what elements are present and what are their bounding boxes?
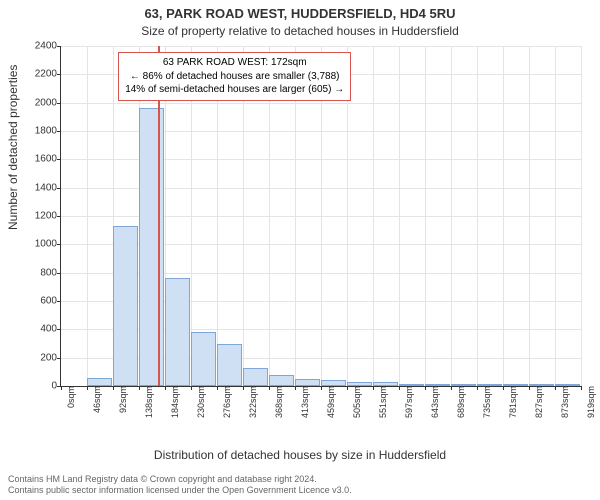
xtick-label: 459sqm bbox=[324, 386, 336, 418]
xtick-label: 643sqm bbox=[428, 386, 440, 418]
xtick-mark bbox=[217, 386, 218, 390]
ytick-label: 2200 bbox=[35, 69, 61, 80]
xtick-mark bbox=[373, 386, 374, 390]
histogram-bar bbox=[269, 375, 294, 386]
xtick-mark bbox=[243, 386, 244, 390]
xtick-label: 827sqm bbox=[532, 386, 544, 418]
xtick-mark bbox=[165, 386, 166, 390]
xtick-mark bbox=[451, 386, 452, 390]
histogram-bar bbox=[113, 226, 138, 386]
title-subtitle: Size of property relative to detached ho… bbox=[0, 24, 600, 38]
xtick-mark bbox=[191, 386, 192, 390]
xtick-mark bbox=[529, 386, 530, 390]
xtick-mark bbox=[269, 386, 270, 390]
histogram-bar bbox=[503, 384, 528, 386]
xtick-label: 781sqm bbox=[506, 386, 518, 418]
xtick-mark bbox=[477, 386, 478, 390]
gridline-vertical bbox=[87, 46, 88, 386]
xtick-mark bbox=[61, 386, 62, 390]
histogram-bar bbox=[529, 384, 554, 386]
histogram-bar bbox=[321, 380, 346, 386]
xtick-mark bbox=[503, 386, 504, 390]
histogram-bar bbox=[191, 332, 216, 386]
histogram-bar bbox=[243, 368, 268, 386]
footer-attribution: Contains HM Land Registry data © Crown c… bbox=[8, 474, 352, 497]
xtick-label: 873sqm bbox=[558, 386, 570, 418]
annotation-line: 63 PARK ROAD WEST: 172sqm bbox=[125, 56, 344, 70]
y-axis-label: Number of detached properties bbox=[6, 65, 20, 230]
chart-container: 63, PARK ROAD WEST, HUDDERSFIELD, HD4 5R… bbox=[0, 0, 600, 500]
gridline-vertical bbox=[529, 46, 530, 386]
ytick-label: 0 bbox=[51, 381, 61, 392]
xtick-label: 689sqm bbox=[454, 386, 466, 418]
x-axis-label: Distribution of detached houses by size … bbox=[0, 448, 600, 462]
xtick-mark bbox=[113, 386, 114, 390]
annotation-box: 63 PARK ROAD WEST: 172sqm← 86% of detach… bbox=[118, 52, 351, 101]
ytick-label: 800 bbox=[40, 267, 61, 278]
histogram-bar bbox=[555, 384, 580, 386]
gridline-vertical bbox=[451, 46, 452, 386]
xtick-label: 551sqm bbox=[376, 386, 388, 418]
xtick-label: 0sqm bbox=[64, 386, 76, 408]
xtick-mark bbox=[399, 386, 400, 390]
histogram-bar bbox=[295, 379, 320, 386]
histogram-bar bbox=[373, 382, 398, 386]
xtick-mark bbox=[425, 386, 426, 390]
gridline-vertical bbox=[555, 46, 556, 386]
ytick-label: 1200 bbox=[35, 211, 61, 222]
xtick-mark bbox=[87, 386, 88, 390]
gridline-vertical bbox=[581, 46, 582, 386]
ytick-label: 1800 bbox=[35, 126, 61, 137]
histogram-bar bbox=[451, 384, 476, 386]
histogram-bar bbox=[165, 278, 190, 386]
xtick-mark bbox=[555, 386, 556, 390]
annotation-line: 14% of semi-detached houses are larger (… bbox=[125, 83, 344, 97]
histogram-bar bbox=[347, 382, 372, 386]
histogram-bar bbox=[217, 344, 242, 387]
ytick-label: 1400 bbox=[35, 182, 61, 193]
xtick-label: 138sqm bbox=[142, 386, 154, 418]
xtick-label: 505sqm bbox=[350, 386, 362, 418]
gridline-vertical bbox=[503, 46, 504, 386]
gridline-vertical bbox=[373, 46, 374, 386]
xtick-label: 597sqm bbox=[402, 386, 414, 418]
xtick-mark bbox=[295, 386, 296, 390]
xtick-mark bbox=[581, 386, 582, 390]
xtick-label: 230sqm bbox=[194, 386, 206, 418]
annotation-line: ← 86% of detached houses are smaller (3,… bbox=[125, 70, 344, 84]
ytick-label: 400 bbox=[40, 324, 61, 335]
histogram-bar bbox=[399, 384, 424, 386]
footer-line1: Contains HM Land Registry data © Crown c… bbox=[8, 474, 352, 485]
footer-line2: Contains public sector information licen… bbox=[8, 485, 352, 496]
xtick-label: 184sqm bbox=[168, 386, 180, 418]
xtick-mark bbox=[347, 386, 348, 390]
gridline-vertical bbox=[425, 46, 426, 386]
xtick-label: 46sqm bbox=[90, 386, 102, 413]
plot-area: 0200400600800100012001400160018002000220… bbox=[60, 46, 581, 387]
histogram-bar bbox=[425, 384, 450, 386]
xtick-label: 92sqm bbox=[116, 386, 128, 413]
ytick-label: 200 bbox=[40, 352, 61, 363]
xtick-label: 368sqm bbox=[272, 386, 284, 418]
ytick-label: 2000 bbox=[35, 97, 61, 108]
ytick-label: 2400 bbox=[35, 41, 61, 52]
ytick-label: 1000 bbox=[35, 239, 61, 250]
xtick-label: 735sqm bbox=[480, 386, 492, 418]
xtick-label: 322sqm bbox=[246, 386, 258, 418]
title-address: 63, PARK ROAD WEST, HUDDERSFIELD, HD4 5R… bbox=[0, 6, 600, 21]
ytick-label: 600 bbox=[40, 296, 61, 307]
xtick-mark bbox=[321, 386, 322, 390]
xtick-label: 276sqm bbox=[220, 386, 232, 418]
histogram-bar bbox=[87, 378, 112, 387]
xtick-label: 919sqm bbox=[584, 386, 596, 418]
gridline-vertical bbox=[399, 46, 400, 386]
histogram-bar bbox=[477, 384, 502, 386]
gridline-vertical bbox=[477, 46, 478, 386]
xtick-mark bbox=[139, 386, 140, 390]
xtick-label: 413sqm bbox=[298, 386, 310, 418]
ytick-label: 1600 bbox=[35, 154, 61, 165]
